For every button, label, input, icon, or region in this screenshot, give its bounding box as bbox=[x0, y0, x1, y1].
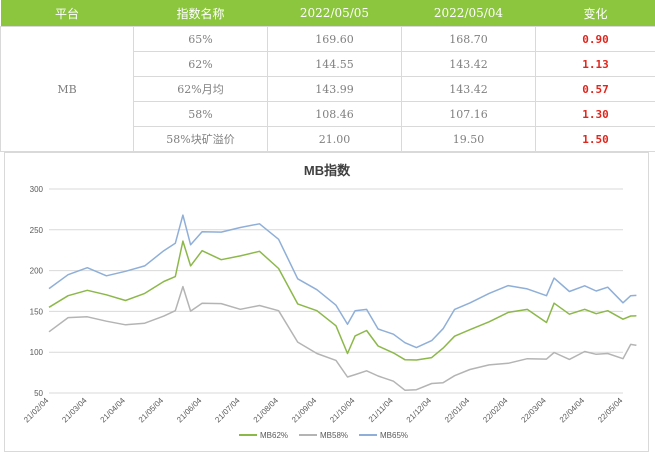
y-tick-label: 250 bbox=[30, 226, 44, 235]
value-cell: 21.00 bbox=[267, 126, 402, 152]
series-line-mb62 bbox=[48, 240, 637, 361]
table-row: MB 65% 169.60 168.70 0.90 bbox=[0, 26, 655, 152]
index-name-cell: 62%月均 bbox=[133, 76, 268, 102]
index-name-cell: 58%块矿溢价 bbox=[133, 126, 268, 152]
value-cell: 143.42 bbox=[401, 76, 536, 102]
value-cell: 144.55 bbox=[267, 51, 402, 77]
index-name-cell: 62% bbox=[133, 51, 268, 77]
change-cell: 0.90 bbox=[535, 26, 655, 52]
legend-label: MB65% bbox=[380, 431, 408, 440]
value-cell: 143.42 bbox=[401, 51, 536, 77]
change-cell: 1.13 bbox=[535, 51, 655, 77]
index-name-cell: 58% bbox=[133, 101, 268, 127]
x-tick-label: 21/08/04 bbox=[252, 396, 281, 425]
x-tick-label: 21/09/04 bbox=[290, 396, 319, 425]
y-tick-label: 300 bbox=[30, 185, 44, 194]
index-table: 平台 指数名称 2022/05/05 2022/05/04 变化 MB 65% … bbox=[0, 0, 655, 152]
chart-legend: MB62% MB58% MB65% bbox=[239, 431, 408, 440]
value-cell: 108.46 bbox=[267, 101, 402, 127]
value-cell: 168.70 bbox=[401, 26, 536, 52]
x-tick-label: 21/06/04 bbox=[175, 396, 204, 425]
x-tick-label: 21/05/04 bbox=[137, 396, 166, 425]
header-date-2: 2022/05/04 bbox=[401, 0, 536, 27]
change-cell: 1.30 bbox=[535, 101, 655, 127]
y-axis: 50 100 150 200 250 300 bbox=[30, 185, 44, 398]
legend-label: MB58% bbox=[320, 431, 348, 440]
x-tick-label: 21/07/04 bbox=[213, 396, 242, 425]
header-change: 变化 bbox=[535, 0, 655, 27]
x-tick-label: 22/02/04 bbox=[481, 396, 510, 425]
x-tick-label: 22/03/04 bbox=[519, 396, 548, 425]
mb-index-chart: MB指数 50 100 150 200 250 300 21/02/04 21/03/04 2… bbox=[4, 152, 649, 452]
y-tick-label: 50 bbox=[34, 389, 43, 398]
x-tick-label: 22/04/04 bbox=[558, 396, 587, 425]
header-index-name: 指数名称 bbox=[133, 0, 268, 27]
value-cell: 19.50 bbox=[401, 126, 536, 152]
index-name-cell: 65% bbox=[133, 26, 268, 52]
table-row: 58%块矿溢价 21.00 19.50 1.50 bbox=[1, 126, 655, 152]
x-tick-label: 21/12/04 bbox=[405, 396, 434, 425]
x-tick-label: 21/02/04 bbox=[22, 396, 51, 425]
chart-grid bbox=[49, 188, 623, 394]
table-row: 58% 108.46 107.16 1.30 bbox=[1, 101, 655, 127]
value-cell: 143.99 bbox=[267, 76, 402, 102]
series-line-mb58 bbox=[48, 285, 637, 391]
table-row: 62%月均 143.99 143.42 0.57 bbox=[1, 76, 655, 102]
value-cell: 107.16 bbox=[401, 101, 536, 127]
header-date-1: 2022/05/05 bbox=[267, 0, 402, 27]
chart-title: MB指数 bbox=[304, 163, 351, 178]
x-tick-label: 21/03/04 bbox=[60, 396, 89, 425]
value-cell: 169.60 bbox=[267, 26, 402, 52]
y-tick-label: 100 bbox=[30, 348, 44, 357]
x-tick-label: 22/01/04 bbox=[443, 396, 472, 425]
platform-cell: MB bbox=[0, 26, 134, 152]
y-tick-label: 200 bbox=[30, 267, 44, 276]
x-tick-label: 22/05/04 bbox=[596, 396, 625, 425]
x-tick-label: 21/04/04 bbox=[99, 396, 128, 425]
chart-series bbox=[48, 214, 637, 391]
change-cell: 1.50 bbox=[535, 126, 655, 152]
x-tick-label: 21/11/04 bbox=[367, 396, 395, 424]
series-line-mb65 bbox=[48, 214, 637, 349]
y-tick-label: 150 bbox=[30, 307, 44, 316]
table-header-row: 平台 指数名称 2022/05/05 2022/05/04 变化 bbox=[0, 0, 655, 27]
table-row: 62% 144.55 143.42 1.13 bbox=[1, 51, 655, 77]
legend-label: MB62% bbox=[260, 431, 288, 440]
change-cell: 0.57 bbox=[535, 76, 655, 102]
x-axis: 21/02/04 21/03/04 21/04/04 21/05/04 21/06/04… bbox=[22, 396, 625, 425]
x-tick-label: 21/10/04 bbox=[328, 396, 357, 425]
header-platform: 平台 bbox=[0, 0, 134, 27]
